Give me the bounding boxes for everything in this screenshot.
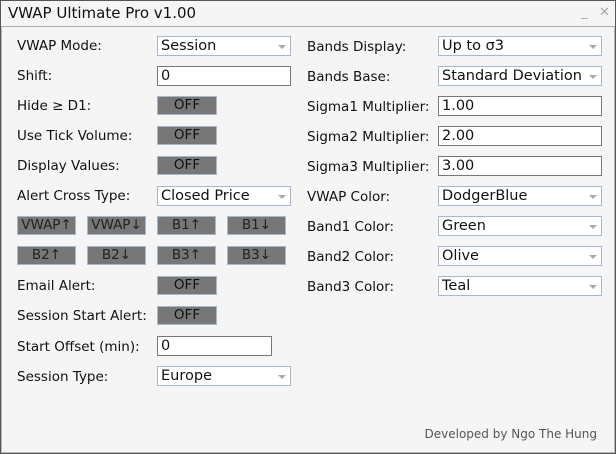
start-offset-input[interactable]: 0 [157, 336, 272, 356]
bands-base-label: Bands Base: [307, 69, 391, 85]
alert-cross-value: Closed Price [161, 188, 250, 204]
band3-color-value: Teal [442, 278, 471, 294]
window-title: VWAP Ultimate Pro v1.00 [8, 4, 197, 22]
bands-display-label: Bands Display: [307, 39, 407, 55]
vwap-color-select[interactable]: DodgerBlue [438, 186, 602, 206]
sigma2-label: Sigma2 Multiplier: [307, 129, 430, 145]
chevron-down-icon [278, 375, 286, 379]
alert-b1-down-button[interactable]: B1↓ [227, 216, 286, 235]
hide-d1-toggle[interactable]: OFF [157, 96, 217, 115]
band1-color-select[interactable]: Green [438, 216, 602, 236]
vwap-mode-value: Session [161, 38, 217, 54]
chevron-down-icon [278, 195, 286, 199]
session-type-label: Session Type: [17, 369, 109, 385]
alert-vwap-down-button[interactable]: VWAP↓ [87, 216, 146, 235]
settings-panel [1, 27, 615, 453]
band1-color-label: Band1 Color: [307, 219, 395, 235]
bands-display-select[interactable]: Up to σ3 [438, 36, 602, 56]
chevron-down-icon [278, 45, 286, 49]
sigma1-label: Sigma1 Multiplier: [307, 99, 430, 115]
sigma3-label: Sigma3 Multiplier: [307, 159, 430, 175]
session-type-select[interactable]: Europe [157, 366, 291, 386]
email-alert-label: Email Alert: [17, 278, 96, 294]
band2-color-value: Olive [442, 248, 479, 264]
chevron-down-icon [589, 255, 597, 259]
chevron-down-icon [589, 75, 597, 79]
chevron-down-icon [589, 195, 597, 199]
band1-color-value: Green [442, 218, 486, 234]
vwap-mode-label: VWAP Mode: [17, 38, 102, 54]
bands-base-value: Standard Deviation [442, 68, 582, 84]
alert-vwap-up-button[interactable]: VWAP↑ [17, 216, 76, 235]
display-values-toggle[interactable]: OFF [157, 156, 217, 175]
sigma2-input[interactable]: 2.00 [438, 126, 602, 146]
shift-label: Shift: [17, 68, 53, 84]
alert-cross-select[interactable]: Closed Price [157, 186, 291, 206]
band2-color-label: Band2 Color: [307, 249, 395, 265]
chevron-down-icon [589, 45, 597, 49]
vwap-color-value: DodgerBlue [442, 188, 528, 204]
shift-input[interactable]: 0 [157, 66, 291, 86]
session-type-value: Europe [161, 368, 212, 384]
start-offset-label: Start Offset (min): [17, 339, 140, 355]
chevron-down-icon [589, 225, 597, 229]
band2-color-select[interactable]: Olive [438, 246, 602, 266]
bands-display-value: Up to σ3 [442, 38, 505, 54]
minimize-button[interactable]: _ [581, 5, 588, 20]
alert-b1-up-button[interactable]: B1↑ [157, 216, 216, 235]
email-alert-toggle[interactable]: OFF [157, 276, 217, 295]
close-button[interactable]: ✕ [599, 5, 610, 20]
alert-cross-label: Alert Cross Type: [17, 188, 131, 204]
session-start-alert-label: Session Start Alert: [17, 308, 147, 324]
hide-d1-label: Hide ≥ D1: [17, 98, 92, 114]
chevron-down-icon [589, 285, 597, 289]
tick-volume-label: Use Tick Volume: [17, 128, 133, 144]
display-values-label: Display Values: [17, 158, 120, 174]
sigma3-input[interactable]: 3.00 [438, 156, 602, 176]
bands-base-select[interactable]: Standard Deviation [438, 66, 602, 86]
sigma1-input[interactable]: 1.00 [438, 96, 602, 116]
vwap-color-label: VWAP Color: [307, 189, 391, 205]
alert-b3-up-button[interactable]: B3↑ [157, 246, 216, 265]
session-start-alert-toggle[interactable]: OFF [157, 306, 217, 325]
alert-b2-down-button[interactable]: B2↓ [87, 246, 146, 265]
title-bar[interactable]: VWAP Ultimate Pro v1.00 _ ✕ [1, 1, 615, 27]
alert-b3-down-button[interactable]: B3↓ [227, 246, 286, 265]
developer-credit: Developed by Ngo The Hung [424, 427, 597, 441]
alert-b2-up-button[interactable]: B2↑ [17, 246, 76, 265]
band3-color-select[interactable]: Teal [438, 276, 602, 296]
band3-color-label: Band3 Color: [307, 279, 395, 295]
tick-volume-toggle[interactable]: OFF [157, 126, 217, 145]
vwap-mode-select[interactable]: Session [157, 36, 291, 56]
